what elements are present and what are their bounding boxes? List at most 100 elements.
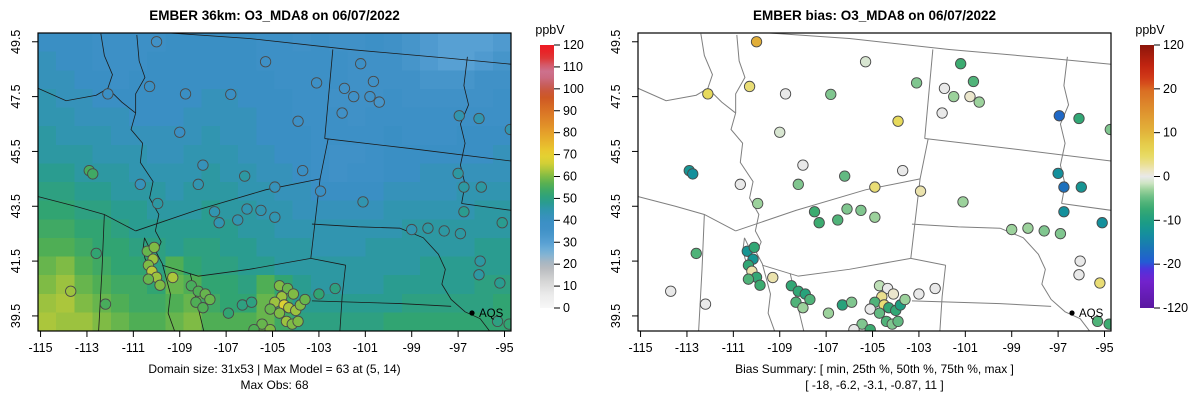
- state-border-line: [310, 257, 346, 266]
- y-tick-label: 39.5: [609, 304, 623, 328]
- station-point: [841, 203, 853, 215]
- state-border-line: [98, 214, 105, 331]
- station-point: [438, 225, 450, 237]
- station-point: [846, 296, 858, 308]
- station-point: [248, 323, 260, 331]
- model-map-plot: -115 -113 -111 -109 -107 -105 -103 -101 -99 -97 -9…: [9, 23, 584, 355]
- station-point: [241, 203, 253, 215]
- station-point: [1104, 123, 1111, 136]
- x-tick-label: -115: [29, 341, 53, 355]
- x-tick-label: -99: [1003, 341, 1021, 355]
- x-tick-label: -107: [814, 341, 839, 355]
- state-border-line: [135, 34, 146, 114]
- state-boundaries: [38, 33, 511, 331]
- station-point: [473, 112, 485, 125]
- aqs-legend-marker: [469, 310, 475, 316]
- station-point: [855, 204, 867, 217]
- colorbar-tick-label: 0: [1163, 170, 1170, 184]
- x-tick-label: -97: [1049, 341, 1067, 355]
- state-border-line: [460, 56, 469, 204]
- station-point: [734, 178, 746, 190]
- state-border-line: [1061, 203, 1111, 211]
- x-tick-label: -113: [75, 341, 99, 355]
- state-border-line: [735, 34, 746, 114]
- aqs-legend-label: AQS: [479, 308, 504, 320]
- colorbar-tick-label: 90: [563, 104, 577, 118]
- station-point: [1058, 181, 1070, 193]
- station-point: [287, 288, 300, 300]
- colorbar-tick-label: 110: [563, 60, 583, 74]
- station-point: [222, 307, 235, 319]
- station-point: [813, 217, 825, 229]
- state-border-line: [730, 112, 776, 331]
- station-point: [808, 206, 821, 218]
- axes: [32, 41, 506, 337]
- station-point: [152, 197, 164, 210]
- plot-frame: [637, 32, 1112, 332]
- state-border-line: [324, 138, 511, 162]
- station-point: [208, 206, 221, 218]
- station-point: [1054, 228, 1067, 240]
- state-border-line: [135, 178, 321, 232]
- state-border-line: [339, 265, 346, 331]
- station-point: [475, 181, 487, 193]
- state-border-line: [924, 49, 934, 139]
- model-colorbar: [540, 45, 554, 308]
- axes: [632, 41, 1106, 337]
- station-point: [774, 126, 786, 138]
- station-point: [264, 323, 276, 331]
- station-point: [348, 90, 360, 103]
- station-point: [1022, 222, 1034, 234]
- station-point: [313, 288, 325, 300]
- x-tick-label: -103: [906, 341, 931, 355]
- station-point: [406, 223, 418, 236]
- station-point: [964, 90, 976, 103]
- model-caption-domain: Domain size: 31x53 | Max Model = 63 at (…: [148, 362, 401, 376]
- station-point: [453, 110, 465, 122]
- x-tick-label: -95: [495, 341, 513, 355]
- colorbar-tick-label: 50: [563, 191, 577, 205]
- station-point: [687, 168, 699, 180]
- station-point: [503, 318, 511, 330]
- y-tick-label: 45.5: [9, 139, 23, 163]
- station-point: [1073, 112, 1085, 125]
- colorbar-tick-label: 120: [1163, 38, 1184, 52]
- station-point: [836, 299, 849, 311]
- colorbar-tick-label: 60: [563, 170, 577, 184]
- station-point: [458, 206, 470, 218]
- station-point: [269, 181, 281, 193]
- station-point: [967, 75, 980, 88]
- state-border-line: [311, 300, 452, 307]
- station-point: [364, 90, 376, 103]
- station-point: [929, 282, 941, 295]
- x-tick-label: -101: [953, 341, 978, 355]
- station-point: [422, 222, 434, 234]
- model-caption-maxobs: Max Obs: 68: [240, 378, 309, 392]
- station-point: [65, 285, 77, 297]
- station-point: [491, 315, 504, 328]
- station-point: [913, 288, 925, 300]
- x-tick-label: -109: [767, 341, 792, 355]
- state-border-line: [911, 300, 1052, 307]
- state-border-line: [38, 196, 136, 232]
- state-border-line: [698, 214, 705, 331]
- station-point: [150, 36, 163, 48]
- station-point: [936, 107, 948, 119]
- station-point: [452, 167, 464, 180]
- station-point: [256, 318, 268, 330]
- station-point: [1074, 255, 1086, 267]
- station-point: [179, 88, 192, 100]
- state-border-line: [1059, 56, 1070, 204]
- station-point: [897, 164, 909, 177]
- station-point: [832, 214, 844, 226]
- station-point: [454, 228, 467, 240]
- station-point: [873, 307, 886, 319]
- station-point: [142, 273, 155, 285]
- station-point: [750, 36, 763, 48]
- station-point: [292, 115, 304, 127]
- station-point: [699, 298, 712, 310]
- bias-caption-summary-head: Bias Summary: [ min, 25th %, 50th %, 75t…: [735, 362, 1014, 376]
- station-point: [458, 181, 470, 193]
- state-border-line: [310, 138, 329, 259]
- aqs-legend-label: AQS: [1079, 308, 1104, 320]
